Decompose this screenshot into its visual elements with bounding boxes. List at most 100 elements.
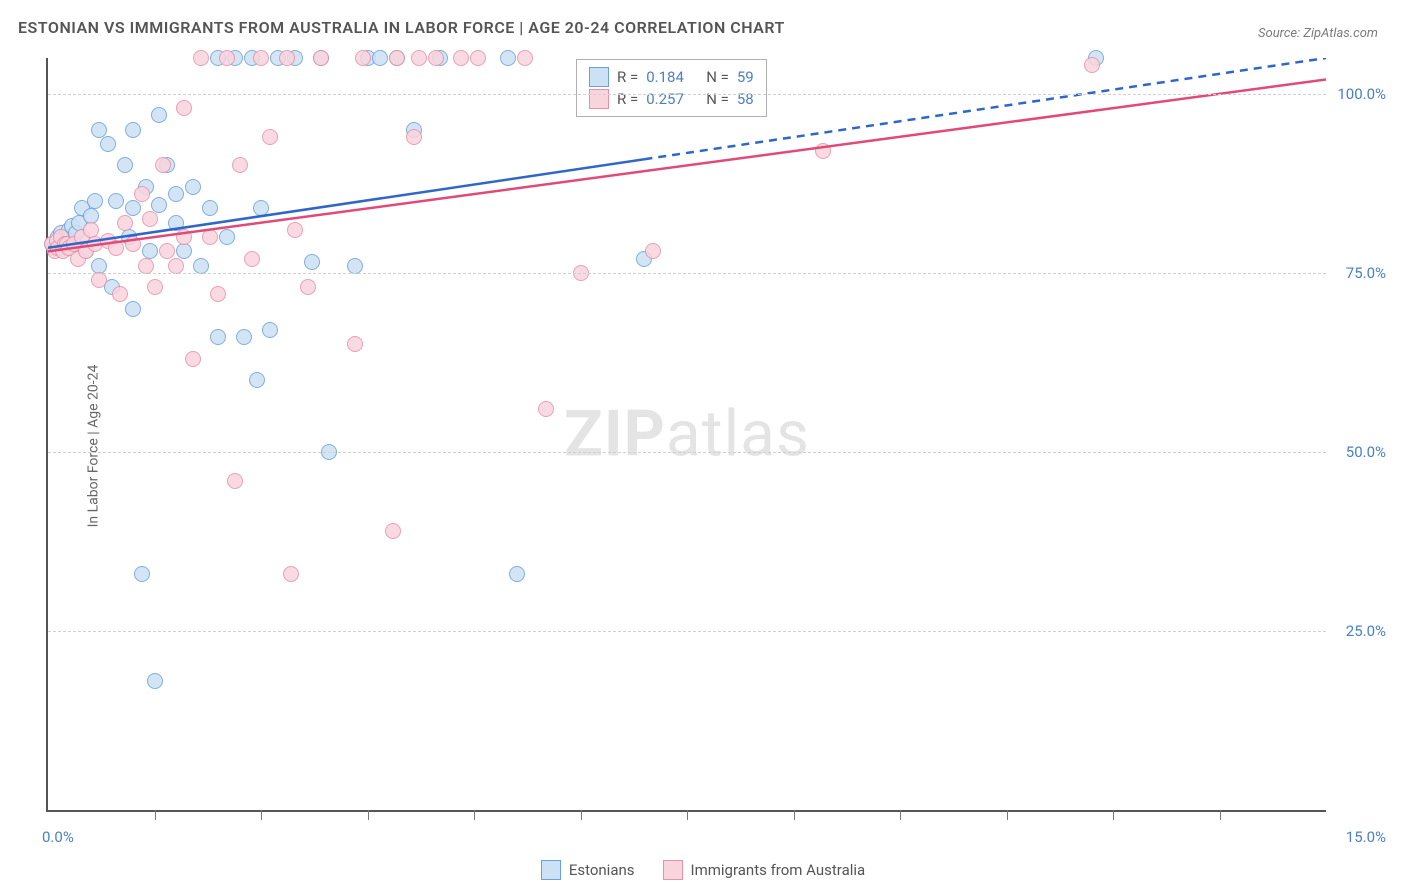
gridline-h — [48, 94, 1326, 95]
data-point — [168, 186, 184, 202]
data-point — [372, 50, 388, 66]
x-axis-min-label: 0.0% — [42, 828, 74, 846]
data-point — [304, 254, 320, 270]
x-tick — [1113, 810, 1114, 820]
data-point — [453, 50, 469, 66]
data-point — [210, 286, 226, 302]
legend-item: Estonians — [541, 860, 635, 880]
x-tick — [1220, 810, 1221, 820]
legend-swatch — [663, 860, 683, 880]
x-tick — [794, 810, 795, 820]
r-label: R = — [617, 68, 638, 86]
x-tick — [474, 810, 475, 820]
data-point — [91, 272, 107, 288]
chart-title: ESTONIAN VS IMMIGRANTS FROM AUSTRALIA IN… — [18, 18, 785, 37]
data-point — [283, 566, 299, 582]
data-point — [517, 50, 533, 66]
y-tick-label: 75.0% — [1346, 264, 1386, 282]
data-point — [253, 50, 269, 66]
data-point — [134, 566, 150, 582]
legend-swatch — [541, 860, 561, 880]
data-point — [262, 322, 278, 338]
data-point — [236, 329, 252, 345]
n-label: N = — [706, 90, 729, 108]
data-point — [406, 129, 422, 145]
n-value: 59 — [737, 68, 754, 86]
data-point — [500, 50, 516, 66]
r-label: R = — [617, 90, 638, 108]
n-label: N = — [706, 68, 729, 86]
data-point — [355, 50, 371, 66]
data-point — [253, 200, 269, 216]
legend-label: Immigrants from Australia — [691, 861, 866, 879]
y-tick-label: 50.0% — [1346, 443, 1386, 461]
r-value: 0.257 — [646, 90, 698, 108]
x-tick — [1007, 810, 1008, 820]
data-point — [232, 157, 248, 173]
x-tick — [687, 810, 688, 820]
data-point — [168, 258, 184, 274]
legend-label: Estonians — [569, 861, 635, 879]
scatter-plot — [48, 58, 1326, 810]
data-point — [108, 193, 124, 209]
gridline-h — [48, 273, 1326, 274]
data-point — [147, 673, 163, 689]
data-point — [279, 50, 295, 66]
legend-swatch — [589, 89, 609, 109]
data-point — [1084, 57, 1100, 73]
data-point — [185, 179, 201, 195]
data-point — [227, 473, 243, 489]
data-point — [185, 351, 201, 367]
data-point — [155, 157, 171, 173]
source-attribution: Source: ZipAtlas.com — [1258, 26, 1378, 41]
data-point — [202, 229, 218, 245]
correlation-legend: R = 0.184 N = 59 R = 0.257 N = 58 — [576, 59, 767, 117]
data-point — [108, 240, 124, 256]
x-tick — [581, 810, 582, 820]
data-point — [125, 200, 141, 216]
x-tick — [368, 810, 369, 820]
legend-stat-row: R = 0.184 N = 59 — [589, 66, 754, 88]
legend-item: Immigrants from Australia — [663, 860, 866, 880]
data-point — [538, 401, 554, 417]
x-tick — [900, 810, 901, 820]
r-value: 0.184 — [646, 68, 698, 86]
data-point — [300, 279, 316, 295]
data-point — [87, 193, 103, 209]
legend-swatch — [589, 67, 609, 87]
data-point — [244, 251, 260, 267]
data-point — [347, 258, 363, 274]
data-point — [125, 122, 141, 138]
data-point — [117, 157, 133, 173]
data-point — [125, 301, 141, 317]
data-point — [142, 211, 158, 227]
data-point — [202, 200, 218, 216]
data-point — [287, 222, 303, 238]
gridline-h — [48, 631, 1326, 632]
data-point — [134, 186, 150, 202]
data-point — [815, 143, 831, 159]
data-point — [219, 50, 235, 66]
data-point — [193, 258, 209, 274]
data-point — [428, 50, 444, 66]
x-axis-max-label: 15.0% — [1346, 828, 1386, 846]
data-point — [176, 243, 192, 259]
data-point — [125, 236, 141, 252]
data-point — [509, 566, 525, 582]
x-tick — [261, 810, 262, 820]
data-point — [645, 243, 661, 259]
gridline-h — [48, 452, 1326, 453]
data-point — [138, 258, 154, 274]
data-point — [176, 100, 192, 116]
data-point — [117, 215, 133, 231]
data-point — [151, 107, 167, 123]
data-point — [313, 50, 329, 66]
legend-stat-row: R = 0.257 N = 58 — [589, 88, 754, 110]
data-point — [411, 50, 427, 66]
data-point — [249, 372, 265, 388]
data-point — [100, 136, 116, 152]
data-point — [176, 229, 192, 245]
n-value: 58 — [737, 90, 754, 108]
chart-container: ESTONIAN VS IMMIGRANTS FROM AUSTRALIA IN… — [0, 0, 1406, 892]
data-point — [385, 523, 401, 539]
